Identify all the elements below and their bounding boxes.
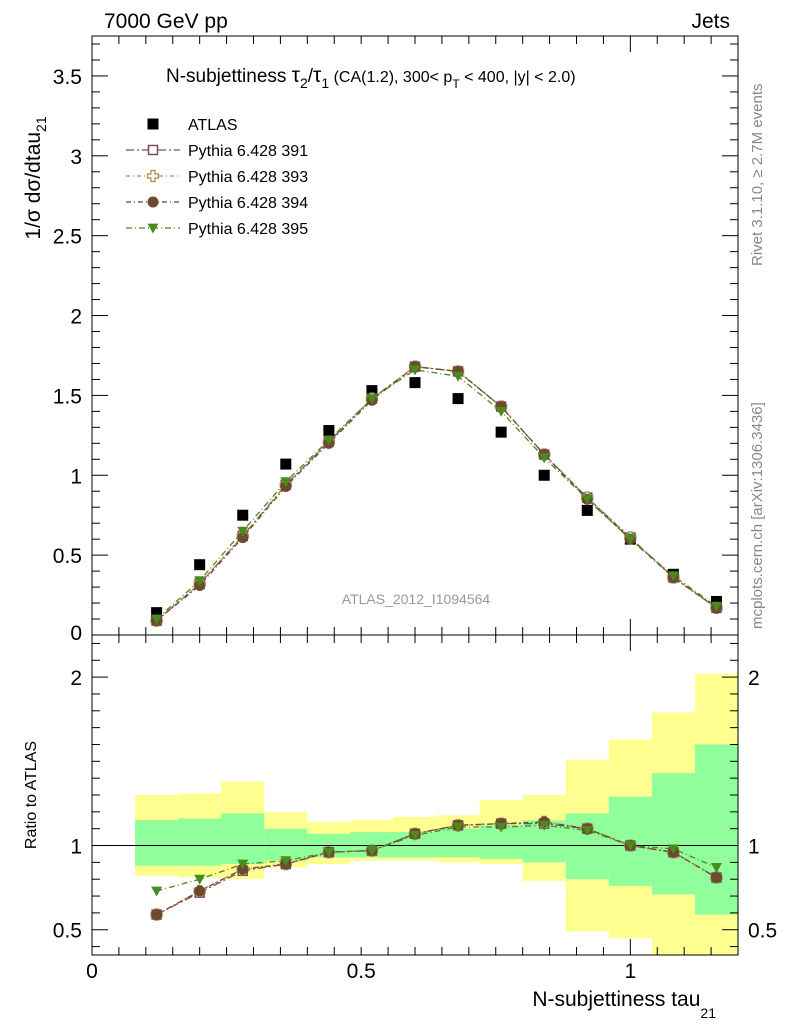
y-tick-label-main: 0 (70, 622, 82, 645)
y-tick-label-main: 1 (70, 465, 82, 488)
header-energy-label: 7000 GeV pp (104, 10, 228, 33)
main-point-filled-square (323, 425, 335, 437)
ratio-series-layer (150, 815, 723, 921)
legend-marker-open-square (147, 144, 159, 156)
main-series-line (156, 369, 717, 620)
ratio-point-filled-triangle-down (323, 847, 335, 858)
ratio-point-filled-circle (151, 909, 163, 921)
ratio-point-filled-circle (710, 872, 722, 884)
main-point-filled-square (538, 469, 550, 481)
main-point-filled-square (237, 509, 249, 521)
ratio-point-filled-triangle-down (194, 874, 206, 885)
ratio-series-line (156, 821, 717, 916)
main-point-filled-square (151, 607, 163, 619)
main-point-filled-triangle-down (366, 394, 378, 405)
y-tick-label-main: 1.5 (53, 385, 82, 408)
ratio-series-line (156, 824, 717, 892)
y-tick-label-main: 2.5 (53, 226, 82, 249)
rivet-version-label: Rivet 3.1.10, ≥ 2.7M events (749, 83, 766, 267)
band-inner-bin (694, 744, 738, 915)
band-inner-bin (135, 820, 179, 866)
band-inner-bin (651, 773, 695, 895)
ratio-point-filled-triangle-down (280, 856, 292, 867)
header-jets-label: Jets (691, 10, 730, 33)
y-tick-label-ratio-right: 1 (748, 836, 760, 859)
y-tick-label-main: 2 (70, 306, 82, 329)
main-point-filled-triangle-down (280, 477, 292, 488)
legend-marker-filled-circle (147, 196, 159, 208)
ratio-point-filled-triangle-down (237, 859, 249, 870)
main-point-filled-triangle-down (581, 494, 593, 505)
main-point-filled-square (710, 595, 722, 607)
main-point-filled-triangle-down (194, 576, 206, 587)
legend-marker-open-cross (146, 169, 160, 183)
x-tick-label: 0.5 (347, 960, 376, 983)
main-point-filled-square (194, 559, 206, 571)
ratio-point-filled-triangle-down (538, 820, 550, 831)
main-point-filled-triangle-down (452, 371, 464, 382)
legend-marker-filled-triangle-down (147, 223, 159, 234)
main-point-filled-square (366, 385, 378, 397)
band-inner-bin (264, 828, 308, 861)
tick-labels: 00.511.522.533.50.5 0.51 12 20 0.5 1 (53, 66, 777, 983)
main-point-filled-triangle-down (667, 571, 679, 582)
main-point-filled-circle (237, 532, 249, 544)
main-series-line (156, 365, 717, 622)
legend-label: Pythia 6.428 394 (188, 195, 308, 212)
y-tick-label-ratio-right: 0.5 (748, 920, 777, 943)
y-tick-label-ratio-right: 2 (748, 667, 760, 690)
y-tick-label-ratio: 2 (70, 667, 82, 690)
legend-label: ATLAS (188, 117, 238, 134)
ratio-point-filled-triangle-down (151, 886, 163, 897)
legend-label: Pythia 6.428 393 (188, 169, 308, 186)
main-series-line (156, 365, 717, 622)
legend-label: Pythia 6.428 391 (188, 143, 308, 160)
y-tick-label-main: 3 (70, 146, 82, 169)
ratio-point-filled-triangle-down (495, 822, 507, 833)
main-point-filled-triangle-down (624, 534, 636, 545)
analysis-watermark: ATLAS_2012_I1094564 (342, 591, 491, 607)
x-axis-label: N-subjettiness tau21 (532, 988, 716, 1021)
ratio-point-filled-triangle-down (667, 844, 679, 855)
ratio-y-axis-label: Ratio to ATLAS (23, 741, 40, 849)
main-series-line (156, 365, 717, 622)
main-point-filled-square (495, 426, 507, 438)
mcplots-credit-label: mcplots.cern.ch [arXiv:1306.3436] (749, 402, 766, 629)
ratio-point-filled-circle (194, 885, 206, 897)
x-tick-label: 0 (86, 960, 98, 983)
ratio-point-filled-triangle-down (452, 822, 464, 833)
ratio-point-filled-triangle-down (366, 846, 378, 857)
y-tick-label-ratio: 1 (70, 836, 82, 859)
legend-label: Pythia 6.428 395 (188, 221, 308, 238)
main-series-layer (150, 360, 723, 627)
legend-marker-filled-square (147, 118, 159, 130)
main-point-filled-square (581, 504, 593, 516)
y-tick-label-main: 3.5 (53, 66, 82, 89)
y-tick-label-ratio: 0.5 (53, 920, 82, 943)
band-inner-bin (178, 818, 222, 866)
ratio-point-filled-triangle-down (710, 863, 722, 873)
y-tick-label-main: 0.5 (53, 545, 82, 568)
ratio-point-filled-triangle-down (581, 825, 593, 836)
main-point-filled-square (452, 393, 464, 405)
main-point-filled-triangle-down (495, 406, 507, 417)
main-point-filled-triangle-down (323, 435, 335, 446)
main-point-filled-triangle-down (409, 365, 421, 376)
legend: ATLAS Pythia 6.428 391 Pythia 6.428 393 Pyt… (126, 117, 308, 238)
ratio-uncertainty-bands (135, 673, 738, 955)
x-tick-label: 1 (624, 960, 636, 983)
main-point-filled-triangle-down (710, 601, 722, 612)
main-point-filled-triangle-down (538, 453, 550, 464)
ratio-point-filled-triangle-down (409, 831, 421, 841)
main-y-axis-label: 1/σ dσ/dtau21 (22, 116, 49, 239)
band-inner-bin (436, 828, 480, 858)
plot-title: N-subjettiness τ2/τ1 (CA(1.2), 300< pT <… (166, 64, 576, 91)
ratio-point-filled-triangle-down (624, 841, 636, 852)
main-point-filled-square (409, 377, 421, 389)
main-point-filled-triangle-down (151, 614, 163, 625)
band-inner-bin (221, 813, 265, 865)
main-point-filled-triangle-down (237, 526, 249, 537)
main-point-filled-square (280, 458, 292, 470)
